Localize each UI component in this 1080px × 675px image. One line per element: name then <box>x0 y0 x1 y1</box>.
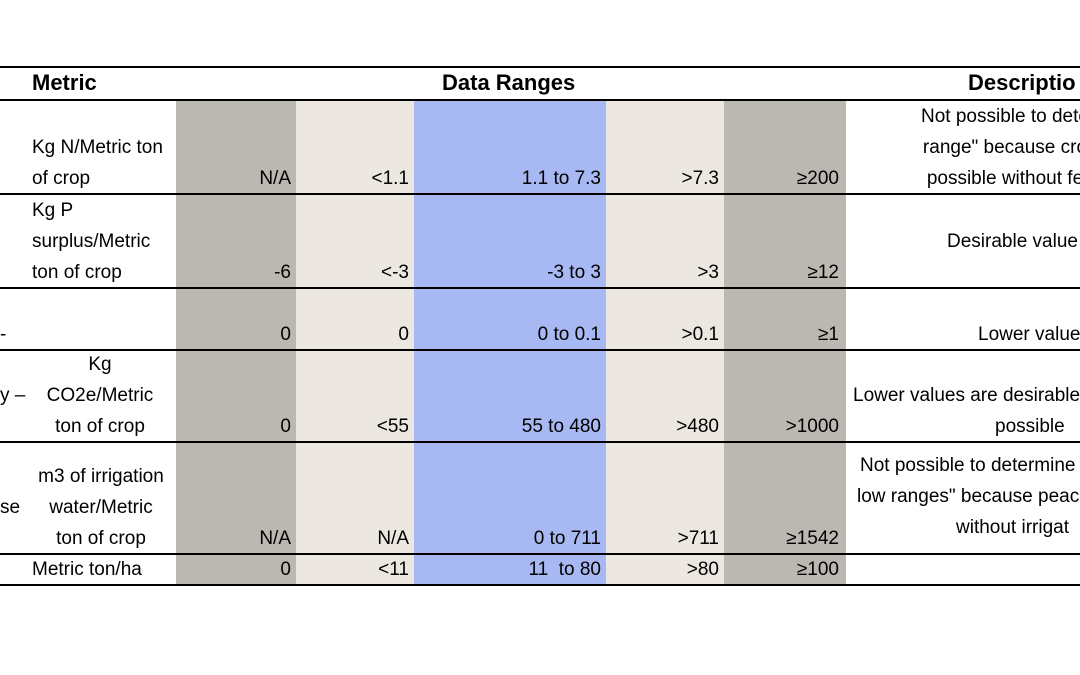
row-1-unit: Kg N/Metric ton of crop <box>32 137 163 189</box>
rule-row-4 <box>0 441 1080 443</box>
row-4-value-1: 0 <box>280 416 291 437</box>
row-4-value-5: >1000 <box>785 416 839 437</box>
row-6-value-3: 11 to 80 <box>528 559 601 580</box>
row-6-value-2: <11 <box>378 559 409 580</box>
row-5-value-3: 0 to 711 <box>533 528 601 549</box>
header-data-ranges: Data Ranges <box>442 70 576 95</box>
row-1-value-2: <1.1 <box>371 168 409 189</box>
rule-row-3 <box>0 349 1080 351</box>
row-6-value-4: >80 <box>686 559 719 580</box>
row-3-value-2: 0 <box>398 324 409 345</box>
rule-top <box>0 66 1080 68</box>
row-2-value-3: -3 to 3 <box>547 262 601 283</box>
row-4-description-line-1: Lower values are desirable <box>853 385 1080 406</box>
row-1-value-5: ≥200 <box>796 168 839 189</box>
rule-header <box>0 99 1080 101</box>
row-5-value-1: N/A <box>259 528 291 549</box>
row-4-description-line-2: possible <box>995 416 1065 437</box>
row-3-value-5: ≥1 <box>818 324 839 345</box>
row-3-value-4: >0.1 <box>681 324 719 345</box>
rule-bottom <box>0 584 1080 586</box>
row-5-description-line-1: Not possible to determine <box>860 455 1076 476</box>
band-beige-right <box>606 100 724 586</box>
row-6-value-5: ≥100 <box>796 559 839 580</box>
row-1-value-1: N/A <box>259 168 291 189</box>
rule-row-1 <box>0 193 1080 195</box>
row-2-value-1: -6 <box>274 262 291 283</box>
row-3-value-3: 0 to 0.1 <box>537 324 601 345</box>
row-6-unit: Metric ton/ha <box>32 559 142 580</box>
row-4-value-3: 55 to 480 <box>521 416 601 437</box>
row-5-value-2: N/A <box>377 528 409 549</box>
row-5-value-4: >711 <box>677 528 719 549</box>
row-6-value-1: 0 <box>280 559 291 580</box>
band-beige-left <box>296 100 414 586</box>
row-3-description: Lower value <box>978 324 1080 345</box>
row-1-value-3: 1.1 to 7.3 <box>521 168 601 189</box>
rule-row-2 <box>0 287 1080 289</box>
row-2-description: Desirable value <box>947 231 1078 252</box>
row-5-lead: se <box>0 497 21 518</box>
row-4-value-4: >480 <box>676 416 719 437</box>
row-1-value-4: >7.3 <box>681 168 719 189</box>
row-2-value-5: ≥12 <box>807 262 839 283</box>
band-gray-left <box>176 100 296 586</box>
header-metric: Metric <box>32 70 97 95</box>
row-3-lead: - <box>0 324 7 345</box>
row-2-value-4: >3 <box>697 262 719 283</box>
row-4-value-2: <55 <box>376 416 409 437</box>
row-4-unit: Kg CO2e/Metric ton of crop <box>46 354 154 437</box>
row-5-description-line-2: low ranges" because peac <box>857 486 1080 507</box>
row-5-description-line-3: without irrigat <box>956 517 1069 538</box>
band-gray-right <box>724 100 846 586</box>
row-2-value-2: <-3 <box>381 262 409 283</box>
row-4-lead: y – <box>0 385 26 406</box>
row-5-value-5: ≥1542 <box>786 528 839 549</box>
row-1-description: Not possible to dete range" because cro … <box>921 106 1080 189</box>
row-5-unit: m3 of irrigation water/Metric ton of cro… <box>38 466 164 549</box>
band-blue-target <box>414 100 606 586</box>
header-description: Descriptio <box>968 70 1076 95</box>
rule-row-5 <box>0 553 1080 555</box>
row-2-unit: Kg P surplus/Metric ton of crop <box>32 200 151 283</box>
row-3-value-1: 0 <box>280 324 291 345</box>
